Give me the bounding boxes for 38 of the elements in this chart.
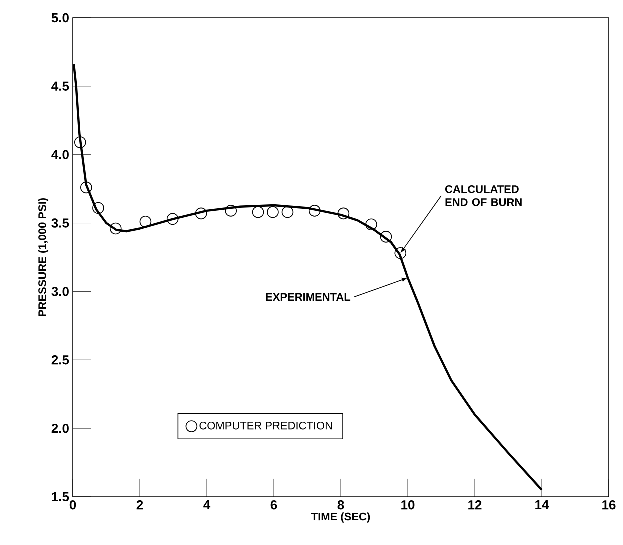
x-tick-label: 12 (468, 500, 482, 510)
x-axis-title: TIME (SEC) (311, 512, 370, 523)
x-tick-label: 10 (402, 500, 415, 510)
legend-label: COMPUTER PREDICTION (200, 422, 332, 430)
point (380, 231, 392, 243)
point (252, 206, 264, 218)
y-tick-label: 3.5 (52, 218, 70, 228)
point (282, 206, 294, 218)
point (166, 213, 179, 226)
point (338, 208, 350, 220)
point (80, 182, 92, 194)
point (225, 205, 238, 217)
point (110, 222, 122, 235)
y-tick-label: 4.5 (52, 82, 70, 91)
x-tick-label: 4 (204, 500, 211, 510)
y-axis-title: PRESSURE (1,000 PSI) (38, 198, 49, 316)
point (195, 208, 208, 220)
point (74, 136, 86, 148)
x-tick-label: 14 (536, 500, 550, 510)
y-tick-label: 5.0 (52, 13, 69, 23)
annotation: CALCULATED END OF BURN (445, 186, 522, 206)
x-tick-label: 16 (602, 500, 616, 510)
x-tick-label: 2 (136, 500, 144, 510)
point (140, 216, 152, 228)
point (267, 206, 279, 218)
x-tick-label: 6 (270, 500, 278, 510)
y-tick-label: 4.0 (52, 150, 69, 160)
point (308, 205, 321, 217)
point (92, 202, 104, 214)
point (366, 218, 378, 231)
y-tick-label: 1.5 (52, 492, 70, 502)
y-tick-label: 3.0 (52, 287, 69, 296)
x-tick-label: 0 (70, 500, 76, 510)
y-tick-label: 2.5 (52, 356, 70, 365)
point (394, 247, 407, 260)
x-tick-label: 8 (338, 500, 344, 510)
y-tick-label: 2.0 (52, 424, 69, 434)
annotation: EXPERIMENTAL (266, 293, 351, 301)
